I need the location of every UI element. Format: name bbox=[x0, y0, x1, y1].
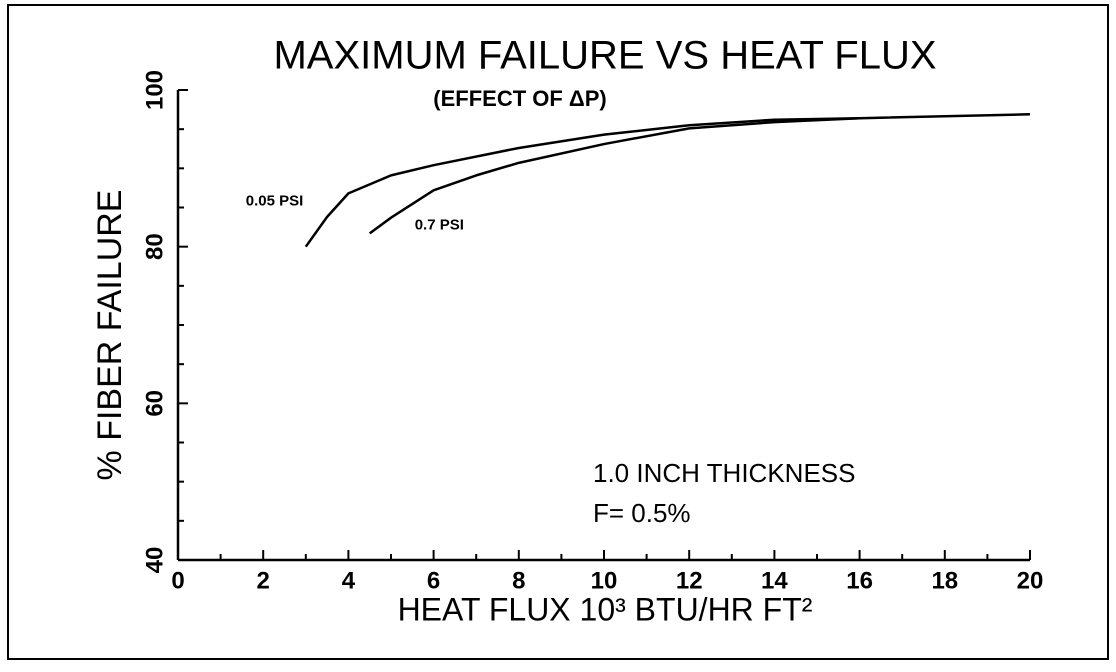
chart-subtitle: (EFFECT OF ΔP) bbox=[433, 86, 606, 111]
frame bbox=[7, 4, 1109, 660]
x-tick-label: 4 bbox=[342, 567, 356, 594]
x-tick-label: 0 bbox=[171, 567, 184, 594]
x-tick-label: 6 bbox=[427, 567, 440, 594]
annotation: 1.0 INCH THICKNESS bbox=[593, 458, 855, 488]
chart-title: MAXIMUM FAILURE VS HEAT FLUX bbox=[273, 34, 936, 78]
y-tick-label: 40 bbox=[141, 547, 168, 574]
x-tick-label: 8 bbox=[512, 567, 525, 594]
annotation: F= 0.5% bbox=[593, 498, 691, 528]
y-tick-label: 100 bbox=[141, 70, 168, 110]
x-tick-label: 20 bbox=[1017, 567, 1044, 594]
series-line bbox=[368, 116, 860, 235]
x-tick-label: 18 bbox=[931, 567, 958, 594]
series-label: 0.7 PSI bbox=[415, 216, 464, 233]
y-tick-label: 80 bbox=[141, 233, 168, 260]
series-line bbox=[304, 113, 1031, 248]
x-tick-label: 16 bbox=[846, 567, 873, 594]
x-tick-label: 10 bbox=[591, 567, 618, 594]
y-axis-label: % FIBER FAILURE bbox=[91, 190, 129, 481]
x-tick-label: 14 bbox=[761, 567, 788, 594]
x-tick-label: 2 bbox=[257, 567, 270, 594]
x-axis-label: HEAT FLUX 10³ BTU/HR FT² bbox=[398, 591, 813, 627]
x-tick-label: 12 bbox=[676, 567, 703, 594]
series-label: 0.05 PSI bbox=[246, 193, 304, 210]
y-tick-label: 60 bbox=[141, 390, 168, 417]
